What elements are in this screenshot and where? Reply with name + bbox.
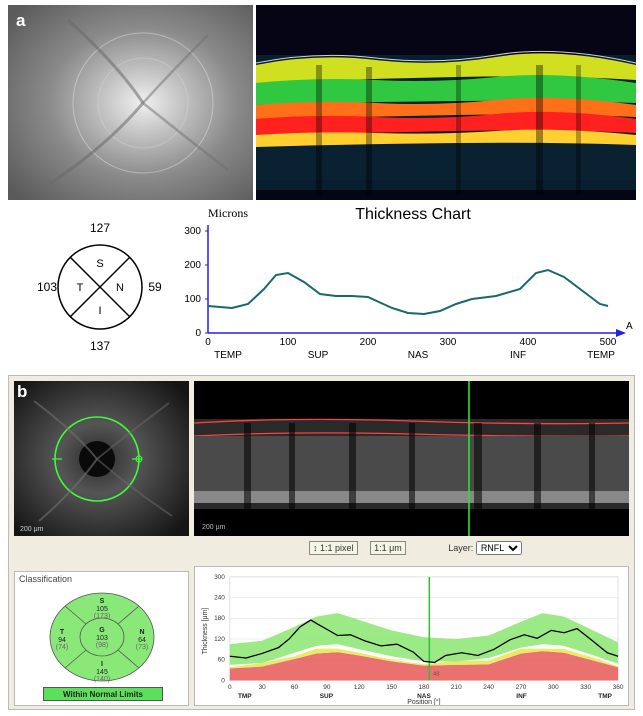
- svg-text:INF: INF: [510, 350, 526, 361]
- layer-select[interactable]: RNFL: [476, 541, 522, 555]
- svg-text:TMP: TMP: [238, 693, 252, 700]
- svg-text:200 μm: 200 μm: [20, 526, 44, 533]
- tsni-circle-diagram: S T N I 127 103 59 137: [33, 220, 168, 355]
- fundus-image-b: 200 μm: [14, 381, 189, 536]
- svg-text:(98): (98): [96, 642, 108, 649]
- chart-b-ylabel: Thickness [μm]: [202, 608, 209, 655]
- oct-scan-b: 200 μm: [194, 381, 629, 536]
- svg-text:INF: INF: [516, 693, 526, 700]
- svg-text:S: S: [100, 598, 105, 605]
- svg-text:120: 120: [354, 684, 365, 691]
- tsni-i-value: 137: [90, 339, 110, 353]
- svg-text:N: N: [116, 282, 124, 294]
- svg-text:120: 120: [214, 636, 225, 643]
- svg-text:30: 30: [259, 684, 267, 691]
- svg-text:103: 103: [96, 635, 108, 642]
- classification-title: Classification: [15, 572, 188, 586]
- svg-text:100: 100: [280, 337, 297, 348]
- svg-text:64: 64: [138, 637, 146, 644]
- tsni-n-value: 59: [148, 280, 162, 294]
- classification-status: Within Normal Limits: [43, 687, 163, 701]
- chart-a-trace: [208, 270, 608, 314]
- svg-text:150: 150: [386, 684, 397, 691]
- svg-text:0: 0: [195, 328, 201, 339]
- svg-text:500: 500: [600, 337, 617, 348]
- svg-text:T: T: [77, 282, 84, 294]
- svg-text:400: 400: [520, 337, 537, 348]
- svg-text:S: S: [96, 258, 103, 270]
- chart-a-ylabel: Microns: [208, 206, 248, 220]
- svg-text:300: 300: [440, 337, 457, 348]
- svg-text:60: 60: [218, 657, 226, 664]
- svg-text:200: 200: [184, 260, 201, 271]
- tsni-s-value: 127: [90, 221, 110, 235]
- svg-text:TEMP: TEMP: [214, 350, 242, 361]
- svg-text:60: 60: [291, 684, 299, 691]
- thickness-section: S T N I 127 103 59 137 Microns Thickness…: [8, 205, 635, 365]
- svg-text:(74): (74): [56, 644, 68, 651]
- thickness-chart: Microns Thickness Chart 0 100 200 300 0 …: [173, 205, 633, 365]
- oct-scan-a: [256, 5, 636, 200]
- svg-text:I: I: [101, 661, 103, 668]
- svg-text:(73): (73): [136, 644, 148, 651]
- svg-text:200: 200: [360, 337, 377, 348]
- svg-text:48: 48: [433, 671, 440, 677]
- chart-b-box: 48 0 60 120 180 240 300 0 30 60 90 120 150 1…: [194, 566, 629, 706]
- svg-text:0: 0: [205, 337, 211, 348]
- svg-text:200 μm: 200 μm: [202, 524, 226, 531]
- svg-text:270: 270: [516, 684, 527, 691]
- svg-text:300: 300: [548, 684, 559, 691]
- svg-text:330: 330: [580, 684, 591, 691]
- sector-diagram: S 105(173) N 64(73) I 145(140) T 94(74) …: [45, 590, 160, 685]
- svg-text:TMP: TMP: [598, 693, 612, 700]
- svg-text:N: N: [139, 629, 144, 636]
- svg-text:(140): (140): [94, 676, 110, 683]
- svg-text:NAS: NAS: [408, 350, 429, 361]
- panel-a: a: [8, 5, 635, 200]
- svg-text:I: I: [98, 305, 101, 317]
- svg-text:180: 180: [214, 615, 225, 622]
- svg-text:T: T: [60, 629, 65, 636]
- chart-a-xlabel: A-scan: [626, 321, 633, 332]
- svg-text:SUP: SUP: [320, 693, 334, 700]
- svg-text:240: 240: [214, 595, 225, 602]
- panel-a-label: a: [16, 11, 25, 31]
- classification-panel: Classification S 105(173) N 64(73) I 145…: [14, 571, 189, 706]
- svg-text:SUP: SUP: [308, 350, 329, 361]
- thickness-profile-chart: 48 0 60 120 180 240 300 0 30 60 90 120 150 1…: [195, 567, 628, 705]
- svg-text:0: 0: [228, 684, 232, 691]
- svg-text:G: G: [99, 627, 105, 634]
- svg-text:300: 300: [214, 574, 225, 581]
- svg-text:300: 300: [184, 226, 201, 237]
- panel-b: b 200 μm 200 μm: [8, 375, 635, 710]
- chart-a-title: Thickness Chart: [355, 206, 471, 223]
- svg-text:TEMP: TEMP: [587, 350, 615, 361]
- zoom-pixel-button[interactable]: ↕ 1:1 pixel: [309, 543, 358, 553]
- layer-label: Layer:: [448, 543, 473, 553]
- svg-text:94: 94: [58, 637, 66, 644]
- svg-text:(173): (173): [94, 613, 110, 620]
- svg-text:0: 0: [221, 677, 225, 684]
- panel-b-label: b: [17, 382, 27, 402]
- root: { "panel_a": { "label": "a", "fundus": {…: [0, 0, 643, 716]
- tsni-t-value: 103: [37, 280, 57, 294]
- svg-text:180: 180: [419, 684, 430, 691]
- svg-text:100: 100: [184, 294, 201, 305]
- svg-text:240: 240: [483, 684, 494, 691]
- svg-text:210: 210: [451, 684, 462, 691]
- svg-text:105: 105: [96, 606, 108, 613]
- fundus-image-a: [8, 5, 253, 200]
- chart-b-xlabel: Position [°]: [407, 698, 440, 705]
- svg-text:90: 90: [323, 684, 331, 691]
- svg-text:145: 145: [96, 669, 108, 676]
- chart-b-toolbar: ↕ 1:1 pixel 1:1 μm Layer: RNFL: [194, 541, 629, 561]
- zoom-um-button[interactable]: 1:1 μm: [370, 543, 406, 553]
- svg-text:360: 360: [613, 684, 624, 691]
